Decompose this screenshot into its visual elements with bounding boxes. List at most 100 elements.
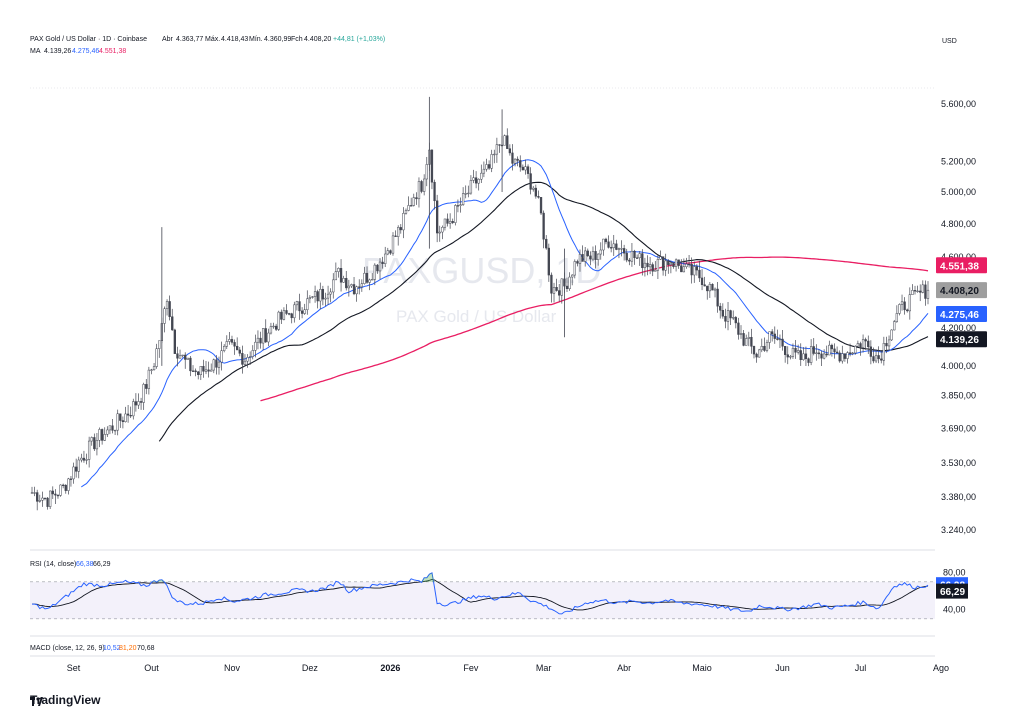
price-axis: 5.600,00 5.200,00 5.000,00 4.800,00 4.600,00… — [941, 99, 976, 535]
candle-body — [285, 310, 288, 314]
candle-body — [796, 350, 800, 353]
candle-body — [558, 290, 561, 296]
price-tick-label: 3.850,00 — [941, 391, 976, 401]
candle-body — [189, 357, 192, 372]
candle-body — [204, 369, 208, 372]
candle-body — [223, 345, 226, 351]
symbol-title: PAX Gold / US Dollar · 1D · Coinbase — [30, 36, 147, 43]
candle-body — [256, 337, 260, 343]
candle-body — [854, 346, 857, 354]
candle-body — [212, 359, 215, 371]
candle-body — [163, 308, 166, 324]
candle-body — [602, 238, 605, 251]
candle-body — [519, 160, 522, 168]
candle-body — [513, 158, 517, 164]
moving-averages — [81, 159, 929, 488]
candle-body — [656, 259, 660, 271]
candle-body — [345, 278, 348, 289]
candle-body — [368, 279, 371, 283]
candle-body — [887, 339, 891, 347]
candle-body — [472, 177, 475, 181]
candle-body — [672, 262, 675, 267]
candle-body — [386, 250, 389, 255]
candle-body — [376, 264, 379, 272]
candle-body — [835, 351, 839, 354]
candle-body — [890, 329, 893, 341]
candle-body — [828, 344, 831, 356]
candle-body — [171, 316, 174, 331]
candle-body — [321, 288, 325, 300]
candle-body — [46, 497, 49, 507]
candle-body — [771, 331, 774, 335]
brand-name: TradingView — [30, 693, 101, 707]
candle-body — [695, 266, 699, 271]
candle-body — [261, 328, 265, 344]
candle-body — [685, 263, 688, 268]
candle-body — [864, 339, 867, 342]
candle-body — [199, 366, 202, 375]
candle-body — [584, 250, 587, 262]
candle-body — [303, 309, 306, 314]
candle-body — [108, 425, 112, 431]
candle-body — [49, 490, 52, 507]
candle-body — [378, 261, 382, 272]
rsi-overbought-fill — [421, 572, 440, 582]
candle-body — [352, 284, 356, 295]
candle-body — [423, 178, 426, 192]
watermark-name: PAX Gold / US Dollar — [396, 307, 557, 326]
close-value: 4.408,20 — [304, 36, 331, 43]
candle-body — [799, 350, 802, 360]
candle-body — [430, 149, 434, 183]
candle-body — [851, 352, 854, 355]
price-tick-label: 5.600,00 — [941, 99, 976, 109]
candle-body — [511, 152, 514, 164]
candle-body — [529, 173, 532, 190]
candle-body — [729, 310, 732, 319]
price-tick-label: 4.800,00 — [941, 219, 976, 229]
candle-body — [404, 210, 408, 214]
price-tick-label: 3.240,00 — [941, 525, 976, 535]
candle-body — [776, 338, 779, 340]
price-badge-label: 4.551,38 — [940, 261, 979, 272]
candle-body — [732, 317, 735, 319]
candle-body — [202, 366, 205, 372]
candle-body — [67, 478, 70, 491]
price-badge-label: 4.408,20 — [940, 286, 979, 297]
candle-body — [859, 343, 862, 348]
candle-body — [926, 289, 930, 299]
candle-body — [87, 440, 91, 460]
candle-body — [817, 352, 821, 355]
price-tick-label: 4.000,00 — [941, 361, 976, 371]
candle-body — [625, 252, 628, 261]
ma-value-fast: 4.275,46 — [72, 48, 99, 55]
price-tick-label: 4.200,00 — [941, 323, 976, 333]
candle-body — [98, 429, 101, 441]
candle-body — [773, 333, 776, 339]
candle-body — [547, 247, 550, 276]
candle-body — [95, 440, 99, 450]
candle-body — [648, 264, 652, 268]
candle-body — [381, 261, 384, 264]
candle-body — [228, 339, 231, 342]
candle-body — [225, 341, 228, 347]
candle-body — [786, 354, 789, 358]
candle-body — [874, 355, 878, 362]
low-label: Mín. — [249, 36, 263, 43]
candle-body — [43, 497, 47, 500]
candle-body — [477, 178, 480, 184]
candle-body — [607, 241, 610, 248]
candle-body — [126, 413, 130, 416]
candle-body — [308, 297, 312, 300]
candle-body — [594, 251, 597, 260]
candle-body — [272, 325, 275, 328]
ma-label: MA — [30, 48, 41, 55]
candle-body — [287, 313, 291, 315]
candle-body — [690, 263, 693, 276]
candle-body — [555, 287, 558, 291]
candle-body — [698, 269, 701, 279]
candle-body — [277, 311, 280, 330]
candle-body — [36, 492, 39, 502]
candle-body — [106, 429, 109, 435]
candle-body — [781, 338, 784, 347]
